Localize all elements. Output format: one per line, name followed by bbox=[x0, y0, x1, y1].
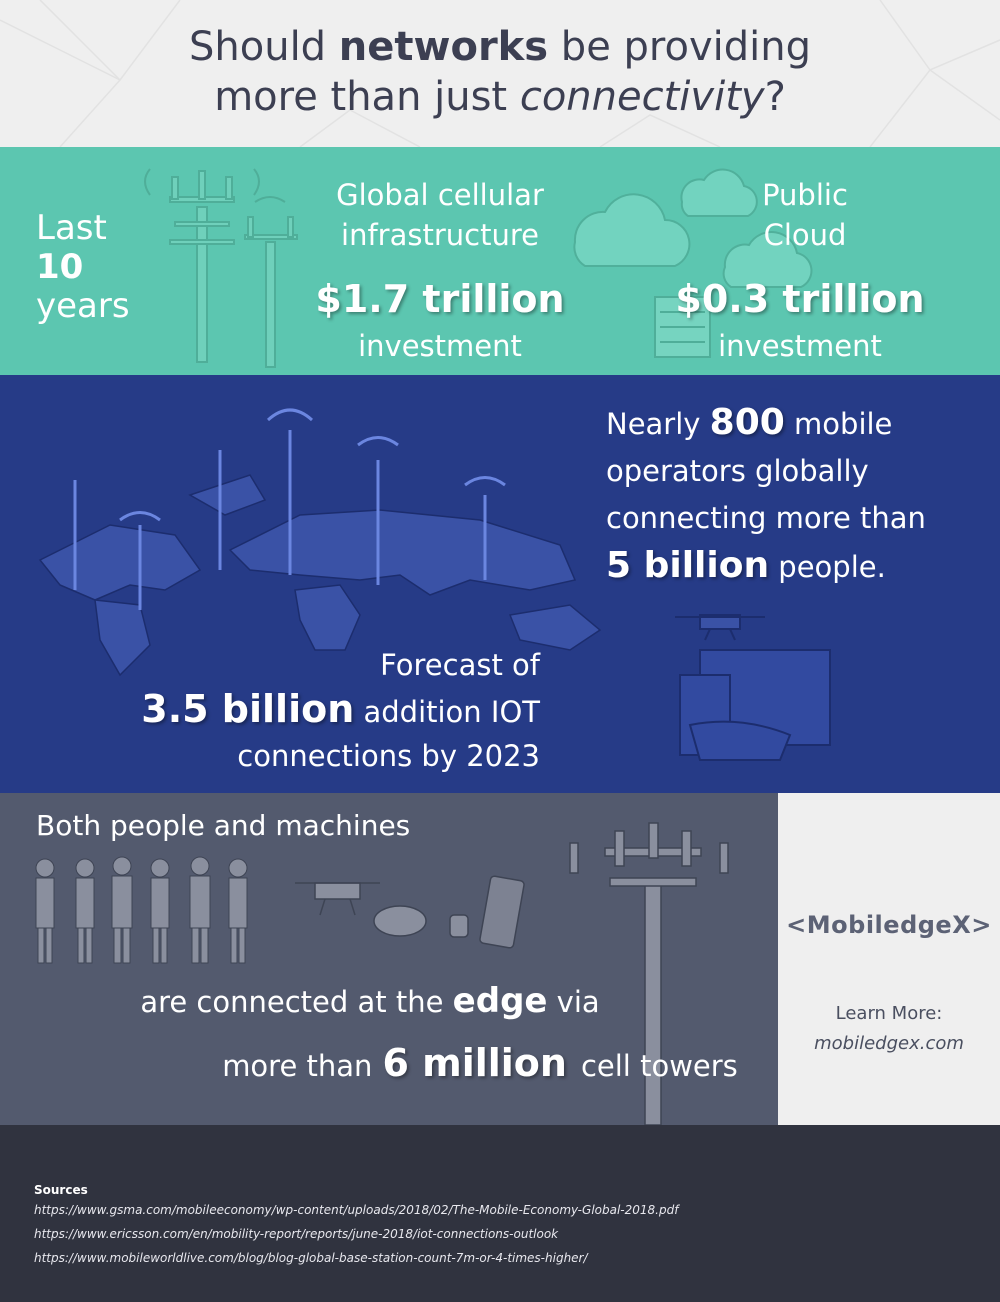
title-text: Should bbox=[189, 24, 339, 70]
sources-footer: Sources https://www.gsma.com/mobileecono… bbox=[0, 1125, 1000, 1302]
cellular-investment-suffix: investment bbox=[358, 329, 522, 363]
stat-text: Forecast of bbox=[380, 648, 540, 682]
cell-tower-icon bbox=[569, 822, 729, 1125]
sources-heading: Sources bbox=[34, 1183, 88, 1197]
vr-headset-icon bbox=[373, 905, 427, 937]
cloud-icon bbox=[573, 168, 813, 288]
title-text: be providing bbox=[548, 24, 811, 70]
title-line-1: Should networks be providing bbox=[0, 22, 1000, 72]
drone-icon bbox=[675, 614, 765, 641]
public-cloud-label: Public Cloud bbox=[700, 175, 910, 255]
title-line-2: more than just connectivity? bbox=[0, 72, 1000, 122]
cloud-label-line: Cloud bbox=[763, 218, 847, 252]
title-text: more than just bbox=[214, 74, 520, 120]
cloud-investment-value: $0.3 trillion bbox=[675, 277, 925, 321]
stat-text: connecting more than bbox=[606, 501, 926, 535]
edge-text: are connected at the bbox=[140, 985, 453, 1019]
people-group-icon bbox=[35, 856, 248, 964]
cell-tower-icon bbox=[73, 408, 506, 610]
stat-text: people. bbox=[769, 550, 886, 584]
edge-connectivity-section: Both people and machines are connected a… bbox=[0, 793, 778, 1125]
source-link[interactable]: https://www.ericsson.com/en/mobility-rep… bbox=[34, 1227, 559, 1241]
stat-text: mobile bbox=[784, 407, 893, 441]
cloud-label-line: Public bbox=[762, 178, 848, 212]
geometric-background-pattern bbox=[0, 0, 1000, 147]
source-link[interactable]: https://www.gsma.com/mobileeconomy/wp-co… bbox=[34, 1203, 679, 1217]
operators-count: 800 bbox=[709, 402, 785, 443]
server-rack-icon bbox=[654, 296, 711, 358]
cell-tower-icon bbox=[144, 168, 260, 363]
brand-panel: <MobiledgeX> Learn More: mobiledgex.com bbox=[778, 793, 1000, 1125]
cellular-infrastructure-label: Global cellular infrastructure bbox=[300, 175, 580, 255]
period-label: Last 10 years bbox=[36, 209, 130, 326]
period-line: years bbox=[36, 286, 130, 326]
infrastructure-investment-section: Last 10 years Global cellular infrastruc… bbox=[0, 147, 1000, 375]
stat-text: addition IOT bbox=[354, 695, 540, 729]
drone-icon bbox=[295, 882, 380, 916]
cellular-investment-value: $1.7 trillion bbox=[315, 277, 565, 321]
cell-tower-icon bbox=[244, 196, 298, 368]
iot-forecast-stat: Forecast of 3.5 billion addition IOT con… bbox=[60, 643, 540, 778]
smartphone-icon bbox=[479, 875, 525, 949]
cloud-investment-suffix: investment bbox=[718, 329, 882, 363]
laptop-and-devices-icon bbox=[679, 649, 831, 761]
header: Should networks be providing more than j… bbox=[0, 0, 1000, 147]
source-link[interactable]: https://www.mobileworldlive.com/blog/blo… bbox=[34, 1251, 588, 1265]
smartwatch-icon bbox=[449, 914, 469, 938]
edge-heading: Both people and machines bbox=[36, 809, 411, 842]
people-count: 5 billion bbox=[606, 545, 770, 586]
mobiledgex-logo: <MobiledgeX> bbox=[786, 911, 992, 939]
learn-more-label: Learn More: bbox=[835, 1003, 943, 1024]
edge-text: via bbox=[547, 985, 600, 1019]
period-line: Last bbox=[36, 208, 107, 248]
stat-text: connections by 2023 bbox=[237, 739, 540, 773]
cell-tower-and-cloud-illustration bbox=[144, 168, 813, 368]
website-link[interactable]: mobiledgex.com bbox=[814, 1033, 964, 1054]
cellular-label-line: Global cellular bbox=[336, 178, 544, 212]
world-map-icon bbox=[38, 474, 602, 677]
page-title: Should networks be providing more than j… bbox=[0, 22, 1000, 122]
people-and-machines-illustration bbox=[35, 822, 729, 1125]
edge-text: more than bbox=[222, 1049, 373, 1083]
cell-tower-count: 6 million bbox=[382, 1041, 567, 1085]
cell-tower-count-line: more than 6 million cell towers bbox=[0, 1041, 778, 1085]
edge-connection-line: are connected at the edge via bbox=[0, 981, 740, 1021]
title-italic-connectivity: connectivity bbox=[519, 74, 765, 120]
title-text: ? bbox=[764, 74, 786, 120]
edge-bold-word: edge bbox=[452, 981, 548, 1021]
cellular-label-line: infrastructure bbox=[341, 218, 539, 252]
mobile-operators-section: Nearly 800 mobile operators globally con… bbox=[0, 375, 1000, 793]
world-map-illustration bbox=[38, 408, 831, 761]
period-number: 10 bbox=[36, 247, 84, 287]
edge-text: cell towers bbox=[580, 1049, 738, 1083]
mobile-operators-stat: Nearly 800 mobile operators globally con… bbox=[606, 399, 986, 591]
stat-text: operators globally bbox=[606, 454, 869, 488]
title-bold-networks: networks bbox=[338, 24, 549, 70]
stat-text: Nearly bbox=[606, 407, 710, 441]
iot-connections-count: 3.5 billion bbox=[141, 687, 355, 731]
